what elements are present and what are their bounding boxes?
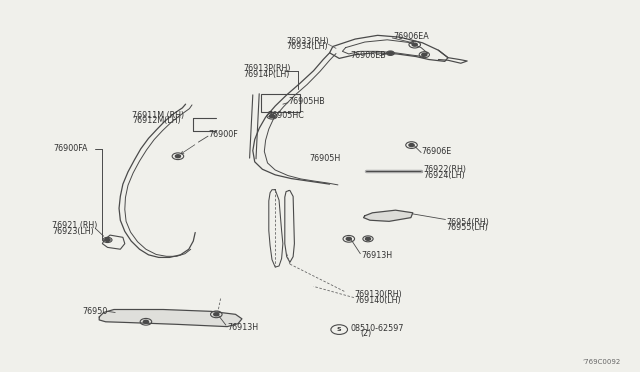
Text: 76954(RH): 76954(RH) [447,218,490,227]
Circle shape [175,155,180,158]
Text: 76912M(LH): 76912M(LH) [132,116,181,125]
Text: 769140(LH): 769140(LH) [355,296,401,305]
Text: 76933(RH): 76933(RH) [286,37,329,46]
Text: 76923(LH): 76923(LH) [52,227,94,236]
Text: 76911M (RH): 76911M (RH) [132,111,184,120]
Circle shape [388,52,393,55]
Text: 76906EA: 76906EA [393,32,429,41]
Circle shape [365,237,371,240]
Polygon shape [99,310,242,327]
Text: 76906EB: 76906EB [351,51,387,60]
Text: 76905HB: 76905HB [288,97,324,106]
Circle shape [143,320,148,323]
Circle shape [346,237,351,240]
Text: 76914P(LH): 76914P(LH) [243,70,289,79]
Text: 76905H: 76905H [309,154,340,163]
Circle shape [422,53,427,56]
Text: 08510-62597: 08510-62597 [351,324,404,333]
Text: 76922(RH): 76922(RH) [424,165,467,174]
Text: 76913H: 76913H [227,323,259,332]
Text: 76905HC: 76905HC [268,111,305,120]
Text: 76900F: 76900F [208,130,237,139]
Circle shape [409,144,414,147]
Text: ’769C0092: ’769C0092 [582,359,621,365]
Circle shape [269,115,275,118]
Circle shape [105,238,110,241]
Polygon shape [364,210,413,221]
Bar [261,94,300,112]
Text: S: S [337,327,342,332]
Text: 76913H: 76913H [362,251,393,260]
Text: 76906E: 76906E [422,147,452,155]
Text: 769130(RH): 769130(RH) [355,290,403,299]
Text: 76913P(RH): 76913P(RH) [243,64,291,73]
Circle shape [214,313,219,316]
Text: 76924(LH): 76924(LH) [424,171,465,180]
Text: 76921 (RH): 76921 (RH) [52,221,98,230]
Circle shape [412,43,417,46]
Text: 76955(LH): 76955(LH) [447,223,488,232]
Text: (2): (2) [360,329,372,338]
Text: 76900FA: 76900FA [53,144,88,153]
Text: 76934(LH): 76934(LH) [286,42,328,51]
Text: 76950: 76950 [82,307,108,316]
